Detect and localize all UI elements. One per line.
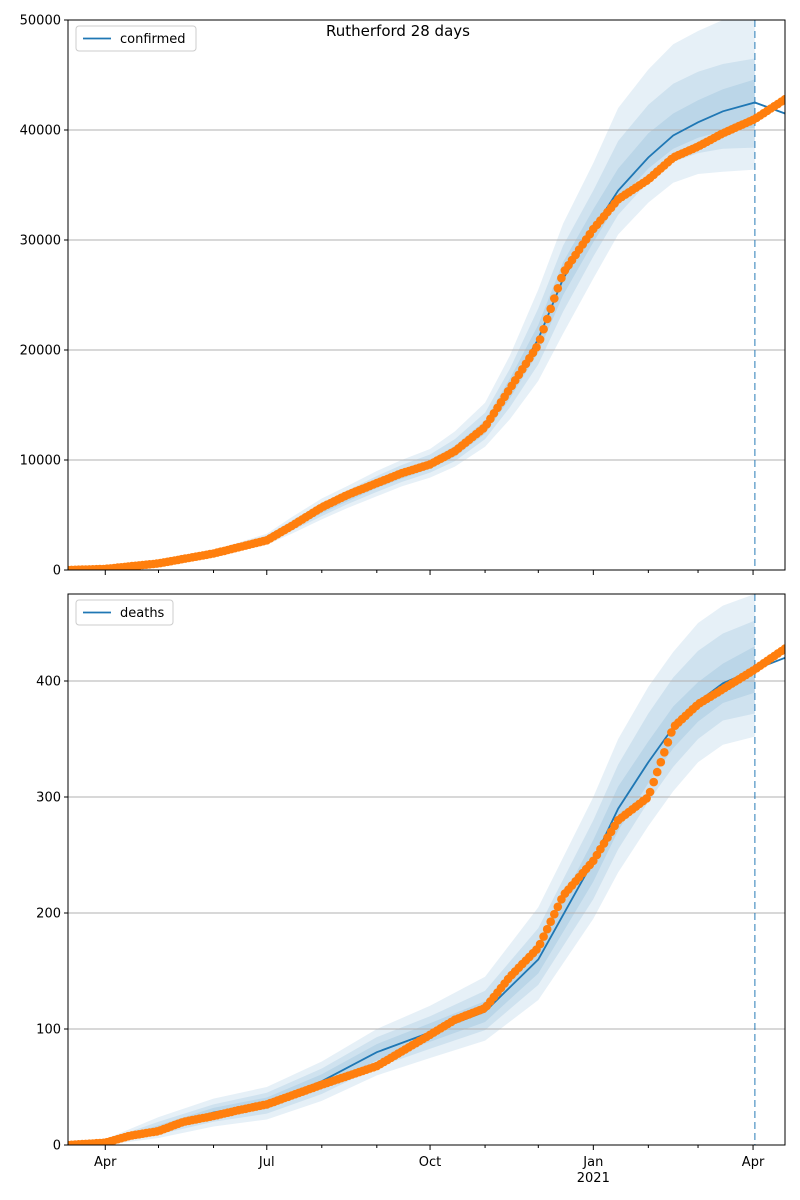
xtick-year-label: 2021 bbox=[577, 1171, 610, 1186]
observed-point bbox=[539, 932, 548, 941]
confirmed-ytick-label-2: 20000 bbox=[20, 344, 61, 359]
confirmed-legend: confirmed bbox=[75, 25, 197, 52]
observed-point bbox=[656, 757, 666, 767]
observed-point bbox=[667, 728, 676, 737]
deaths-legend: deaths bbox=[75, 599, 174, 626]
xtick-label-1: Jul bbox=[258, 1155, 275, 1170]
confirmed-ytick-label-3: 30000 bbox=[20, 234, 61, 249]
deaths-ytick-label-3: 300 bbox=[36, 791, 61, 806]
observed-point bbox=[546, 304, 555, 314]
date-axis: Apr Jul Oct Jan Apr 2021 bbox=[94, 1155, 765, 1186]
observed-point bbox=[542, 924, 552, 934]
deaths-frame bbox=[67, 593, 786, 1146]
observed-point bbox=[550, 294, 559, 303]
confirmed-legend-label: confirmed bbox=[120, 32, 186, 47]
confirmed-axes: 0 10000 20000 30000 40000 50000 bbox=[20, 14, 786, 579]
confirmed-legend-box bbox=[75, 25, 197, 52]
deaths-observed-series bbox=[68, 644, 785, 1145]
observed-point bbox=[660, 748, 669, 757]
observed-point bbox=[542, 314, 552, 324]
deaths-legend-box bbox=[75, 599, 174, 626]
deaths-ytick-label-1: 100 bbox=[36, 1023, 61, 1038]
observed-point bbox=[539, 324, 548, 334]
observed-point bbox=[557, 273, 566, 283]
deaths-ytick-label-2: 200 bbox=[36, 907, 61, 922]
observed-point bbox=[642, 794, 651, 803]
confirmed-band-2 bbox=[68, 79, 755, 570]
confirmed-ytick-label-1: 10000 bbox=[20, 454, 61, 469]
deaths-ytick-label-4: 400 bbox=[36, 675, 61, 690]
confirmed-uncertainty-bands bbox=[68, 20, 755, 570]
confirmed-ytick-label-4: 40000 bbox=[20, 124, 61, 139]
observed-point bbox=[652, 767, 662, 777]
observed-point bbox=[550, 909, 559, 919]
figure-title: Rutherford 28 days bbox=[326, 22, 470, 40]
confirmed-frame bbox=[67, 19, 786, 571]
deaths-ytick-label-0: 0 bbox=[53, 1139, 61, 1154]
observed-point bbox=[553, 284, 563, 293]
confirmed-observed-series bbox=[68, 94, 785, 570]
observed-point bbox=[546, 917, 555, 926]
deaths-legend-label: deaths bbox=[120, 606, 165, 621]
observed-point bbox=[780, 94, 785, 104]
confirmed-ytick-label-0: 0 bbox=[53, 564, 61, 579]
confirmed-ytick-label-5: 50000 bbox=[20, 14, 61, 29]
observed-point bbox=[780, 644, 785, 653]
xtick-label-3: Jan bbox=[582, 1155, 603, 1170]
xtick-label-0: Apr bbox=[94, 1155, 117, 1170]
observed-point bbox=[535, 335, 545, 344]
deaths-gridlines bbox=[68, 680, 785, 1030]
confirmed-gridlines bbox=[68, 129, 785, 461]
confirmed-band-0 bbox=[68, 20, 755, 570]
xtick-label-4: Apr bbox=[742, 1155, 765, 1170]
xtick-label-2: Oct bbox=[419, 1155, 441, 1170]
observed-point bbox=[553, 902, 563, 912]
observed-point bbox=[663, 738, 673, 747]
deaths-panel: 0 100 200 300 400 deaths bbox=[36, 593, 786, 1154]
confirmed-panel: 0 10000 20000 30000 40000 50000 confirmed bbox=[20, 14, 786, 579]
observed-point bbox=[649, 777, 658, 787]
deaths-uncertainty-bands bbox=[68, 594, 755, 1145]
deaths-axes: 0 100 200 300 400 bbox=[36, 593, 786, 1154]
observed-point bbox=[532, 343, 541, 352]
observed-point bbox=[645, 787, 655, 797]
observed-point bbox=[535, 939, 545, 949]
deaths-band-0 bbox=[68, 594, 755, 1145]
